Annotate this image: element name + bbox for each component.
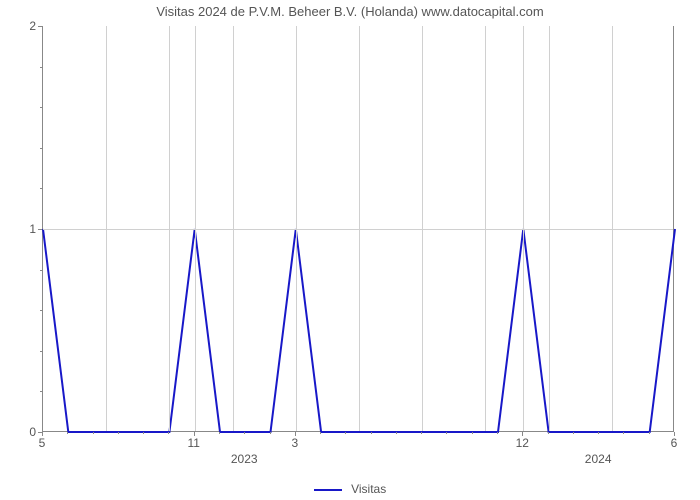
x-tick-label: 6 bbox=[671, 436, 678, 450]
x-tick-label: 11 bbox=[187, 436, 199, 450]
x-minor-tick bbox=[623, 432, 624, 434]
x-tick-mark bbox=[194, 432, 195, 436]
x-minor-tick bbox=[497, 432, 498, 434]
x-tick-mark bbox=[295, 432, 296, 436]
x-minor-tick bbox=[143, 432, 144, 434]
plot-area bbox=[42, 26, 674, 432]
x-minor-tick bbox=[421, 432, 422, 434]
x-group-label: 2024 bbox=[585, 452, 612, 466]
x-minor-tick bbox=[396, 432, 397, 434]
chart-container: Visitas 2024 de P.V.M. Beheer B.V. (Hola… bbox=[0, 0, 700, 500]
x-minor-tick bbox=[168, 432, 169, 434]
legend: Visitas bbox=[0, 482, 700, 496]
y-minor-tick bbox=[40, 67, 42, 68]
gridline-horizontal bbox=[43, 229, 673, 230]
x-tick-label: 12 bbox=[516, 436, 529, 450]
x-minor-tick bbox=[446, 432, 447, 434]
y-minor-tick bbox=[40, 351, 42, 352]
x-tick-mark bbox=[522, 432, 523, 436]
x-minor-tick bbox=[598, 432, 599, 434]
x-tick-mark bbox=[674, 432, 675, 436]
x-minor-tick bbox=[649, 432, 650, 434]
y-tick-label: 2 bbox=[6, 19, 36, 33]
x-group-label: 2023 bbox=[231, 452, 258, 466]
y-tick-mark bbox=[38, 26, 42, 27]
x-tick-label: 5 bbox=[39, 436, 46, 450]
x-tick-label: 3 bbox=[291, 436, 298, 450]
x-minor-tick bbox=[345, 432, 346, 434]
x-minor-tick bbox=[472, 432, 473, 434]
y-minor-tick bbox=[40, 107, 42, 108]
x-minor-tick bbox=[67, 432, 68, 434]
legend-swatch bbox=[314, 489, 342, 491]
x-tick-mark bbox=[42, 432, 43, 436]
y-tick-mark bbox=[38, 229, 42, 230]
chart-title: Visitas 2024 de P.V.M. Beheer B.V. (Hola… bbox=[0, 4, 700, 19]
y-minor-tick bbox=[40, 391, 42, 392]
x-minor-tick bbox=[270, 432, 271, 434]
x-minor-tick bbox=[371, 432, 372, 434]
y-minor-tick bbox=[40, 270, 42, 271]
y-minor-tick bbox=[40, 188, 42, 189]
x-minor-tick bbox=[118, 432, 119, 434]
y-tick-label: 1 bbox=[6, 222, 36, 236]
x-minor-tick bbox=[320, 432, 321, 434]
legend-label: Visitas bbox=[351, 482, 386, 496]
x-minor-tick bbox=[548, 432, 549, 434]
y-tick-label: 0 bbox=[6, 425, 36, 439]
x-minor-tick bbox=[573, 432, 574, 434]
x-minor-tick bbox=[244, 432, 245, 434]
y-minor-tick bbox=[40, 310, 42, 311]
x-minor-tick bbox=[219, 432, 220, 434]
y-minor-tick bbox=[40, 148, 42, 149]
x-minor-tick bbox=[93, 432, 94, 434]
